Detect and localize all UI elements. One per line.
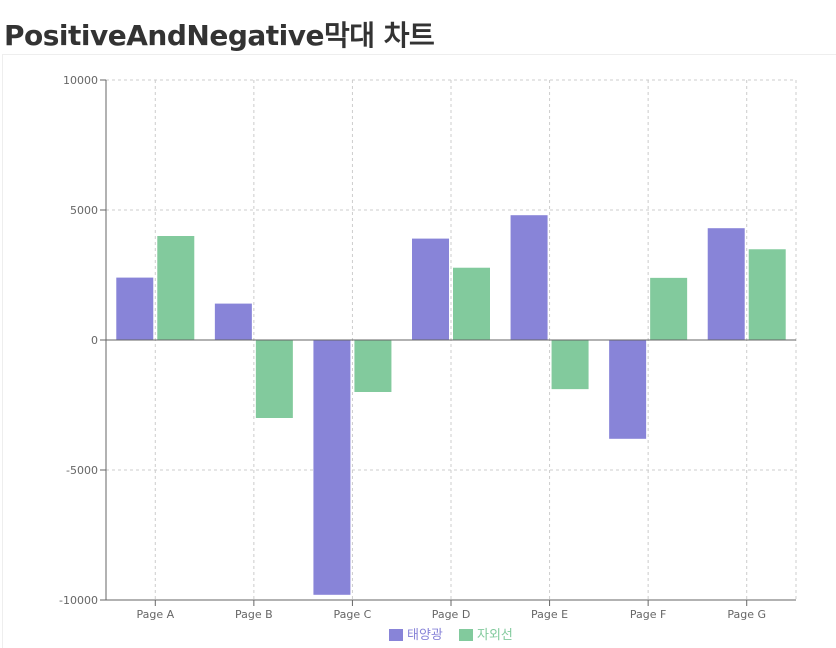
page-title: PositiveAndNegative막대 차트 (4, 19, 435, 52)
bar-2-page-c[interactable] (354, 340, 392, 392)
legend-label-2[interactable]: 자외선 (477, 628, 513, 643)
bar-1-page-f[interactable] (609, 340, 647, 439)
legend-label-1[interactable]: 태양광 (407, 628, 443, 643)
bar-2-page-a[interactable] (157, 236, 195, 340)
bar-1-page-a[interactable] (116, 277, 154, 340)
x-tick-label: Page D (432, 608, 471, 621)
bar-1-page-b[interactable] (214, 303, 252, 340)
bar-2-page-b[interactable] (255, 340, 293, 418)
y-tick-label: 10000 (63, 74, 98, 87)
legend-swatch-2 (459, 629, 473, 641)
y-tick-label: 0 (91, 334, 98, 347)
x-tick-label: Page G (727, 608, 766, 621)
bar-2-page-g[interactable] (748, 249, 786, 340)
bar-1-page-c[interactable] (313, 340, 351, 595)
x-tick-label: Page B (235, 608, 273, 621)
y-tick-label: 5000 (70, 204, 98, 217)
legend-swatch-1 (389, 629, 403, 641)
x-tick-label: Page E (531, 608, 568, 621)
y-tick-label: -5000 (66, 464, 98, 477)
x-tick-label: Page F (630, 608, 666, 621)
x-tick-label: Page C (334, 608, 372, 621)
axes-layer: -10000 -5000 0 5000 10000 Page A Page B Page C P… (59, 74, 796, 621)
bar-1-page-e[interactable] (510, 215, 548, 340)
bar-2-page-d[interactable] (453, 267, 490, 340)
x-tick-label: Page A (136, 608, 174, 621)
bar-1-page-g[interactable] (707, 228, 745, 340)
bar-2-page-e[interactable] (551, 340, 589, 390)
bar-1-page-d[interactable] (412, 238, 449, 340)
y-tick-label: -10000 (59, 594, 98, 607)
bar-2-page-f[interactable] (650, 277, 688, 340)
legend: 태양광 자외선 (389, 628, 513, 643)
bars-layer (116, 215, 786, 595)
chart-card (2, 54, 836, 648)
